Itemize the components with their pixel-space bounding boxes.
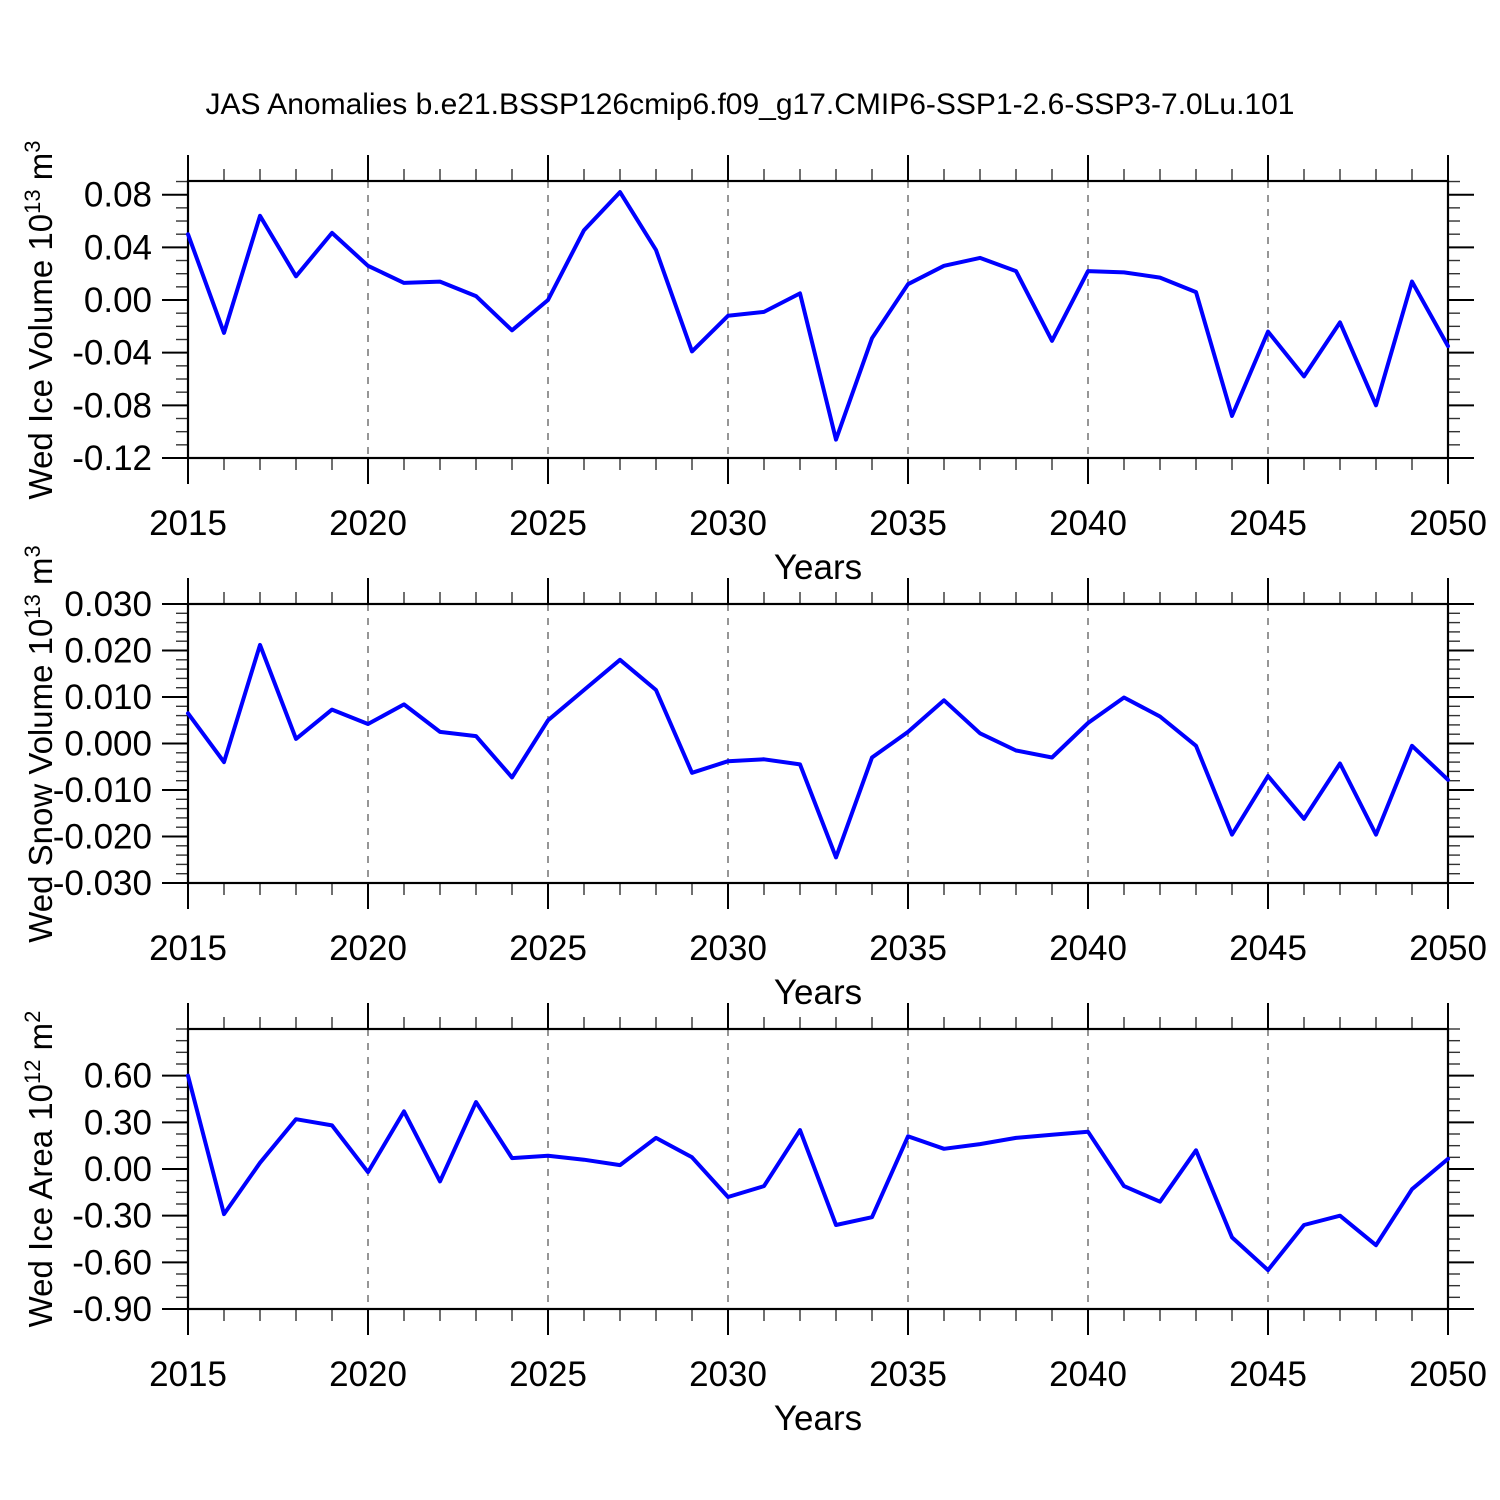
x-tick-labels: 2015 2020 2025 2030 2035 2040 2045 2050 [149, 1355, 1487, 1394]
y-tick-label: 0.60 [84, 1057, 152, 1096]
gridlines [367, 604, 1269, 883]
x-tick-label: 2040 [1049, 504, 1127, 543]
x-tick-label: 2030 [689, 504, 767, 543]
y-tick-label: 0.030 [64, 585, 152, 624]
gridlines [367, 1029, 1269, 1309]
x-tick-labels: 2015 2020 2025 2030 2035 2040 2045 2050 [149, 504, 1487, 543]
x-tick-label: 2015 [149, 504, 227, 543]
y-tick-label: 0.000 [64, 725, 152, 764]
y-tick-label: 0.08 [84, 176, 152, 215]
y-tick-labels: 0.030 0.020 0.010 0.000 -0.010 -0.020 -0.030 [53, 585, 152, 903]
x-tick-labels: 2015 2020 2025 2030 2035 2040 2045 2050 [149, 929, 1487, 968]
y-tick-labels: 0.60 0.30 0.00 -0.30 -0.60 -0.90 [72, 1057, 152, 1329]
x-axis-title: Years [774, 548, 862, 587]
x-tick-label: 2035 [869, 929, 947, 968]
panel-wed-snow-volume: 0.030 0.020 0.010 0.000 -0.010 -0.020 -0.030 20… [53, 578, 1487, 1012]
x-tick-label: 2045 [1229, 1355, 1307, 1394]
y-tick-labels: 0.08 0.04 0.00 -0.04 -0.08 -0.12 [72, 176, 152, 478]
wed-ice-area-line [186, 1073, 1450, 1273]
x-tick-label: 2050 [1409, 929, 1487, 968]
x-tick-label: 2025 [509, 504, 587, 543]
x-tick-label: 2050 [1409, 1355, 1487, 1394]
x-tick-label: 2035 [869, 1355, 947, 1394]
x-tick-label: 2015 [149, 929, 227, 968]
x-tick-label: 2030 [689, 929, 767, 968]
x-axis-title: Years [774, 1399, 862, 1438]
x-tick-label: 2040 [1049, 929, 1127, 968]
y-tick-label: -0.010 [53, 771, 152, 810]
x-tick-label: 2050 [1409, 504, 1487, 543]
x-axis-title: Years [774, 973, 862, 1012]
tick-marks [162, 578, 1474, 909]
plot-border [186, 1027, 1450, 1311]
tick-marks [162, 1003, 1474, 1335]
y-tick-label: 0.010 [64, 678, 152, 717]
x-tick-label: 2030 [689, 1355, 767, 1394]
wed-ice-volume-line [186, 190, 1450, 442]
y-tick-label: 0.04 [84, 228, 152, 267]
y-tick-label: -0.04 [72, 334, 152, 373]
y-tick-label: -0.60 [72, 1243, 152, 1282]
y-tick-label: -0.90 [72, 1290, 152, 1329]
x-tick-label: 2045 [1229, 504, 1307, 543]
y-tick-label: 0.00 [84, 281, 152, 320]
wed-snow-volume-line [186, 642, 1450, 860]
x-tick-label: 2015 [149, 1355, 227, 1394]
y-tick-label: -0.30 [72, 1197, 152, 1236]
x-tick-label: 2020 [329, 504, 407, 543]
y-tick-label: -0.08 [72, 386, 152, 425]
x-tick-label: 2025 [509, 1355, 587, 1394]
plot-border [186, 179, 1450, 460]
y-tick-label: -0.020 [53, 818, 152, 857]
y-tick-label: -0.030 [53, 864, 152, 903]
x-tick-label: 2025 [509, 929, 587, 968]
x-tick-label: 2020 [329, 929, 407, 968]
x-tick-label: 2020 [329, 1355, 407, 1394]
plot-border [186, 602, 1450, 885]
y-tick-label: 0.020 [64, 632, 152, 671]
tick-marks [162, 155, 1474, 484]
gridlines [367, 181, 1269, 458]
x-tick-label: 2035 [869, 504, 947, 543]
y-tick-label: -0.12 [72, 439, 152, 478]
x-tick-label: 2040 [1049, 1355, 1127, 1394]
y-tick-label: 0.00 [84, 1150, 152, 1189]
figure-title: JAS Anomalies b.e21.BSSP126cmip6.f09_g17… [205, 88, 1295, 121]
x-tick-label: 2045 [1229, 929, 1307, 968]
y-tick-label: 0.30 [84, 1103, 152, 1142]
